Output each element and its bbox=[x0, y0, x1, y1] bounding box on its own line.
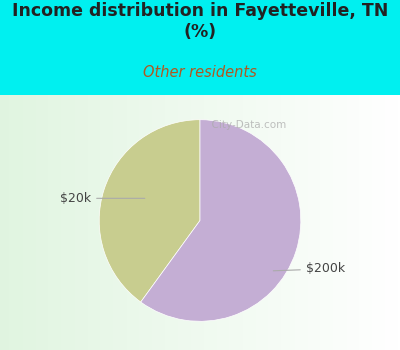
Text: Income distribution in Fayetteville, TN
(%): Income distribution in Fayetteville, TN … bbox=[12, 2, 388, 41]
Text: $20k: $20k bbox=[60, 192, 145, 205]
Text: Other residents: Other residents bbox=[143, 65, 257, 80]
Text: City-Data.com: City-Data.com bbox=[205, 120, 286, 130]
Text: $200k: $200k bbox=[273, 262, 345, 275]
Wedge shape bbox=[141, 120, 301, 321]
Wedge shape bbox=[99, 120, 200, 302]
